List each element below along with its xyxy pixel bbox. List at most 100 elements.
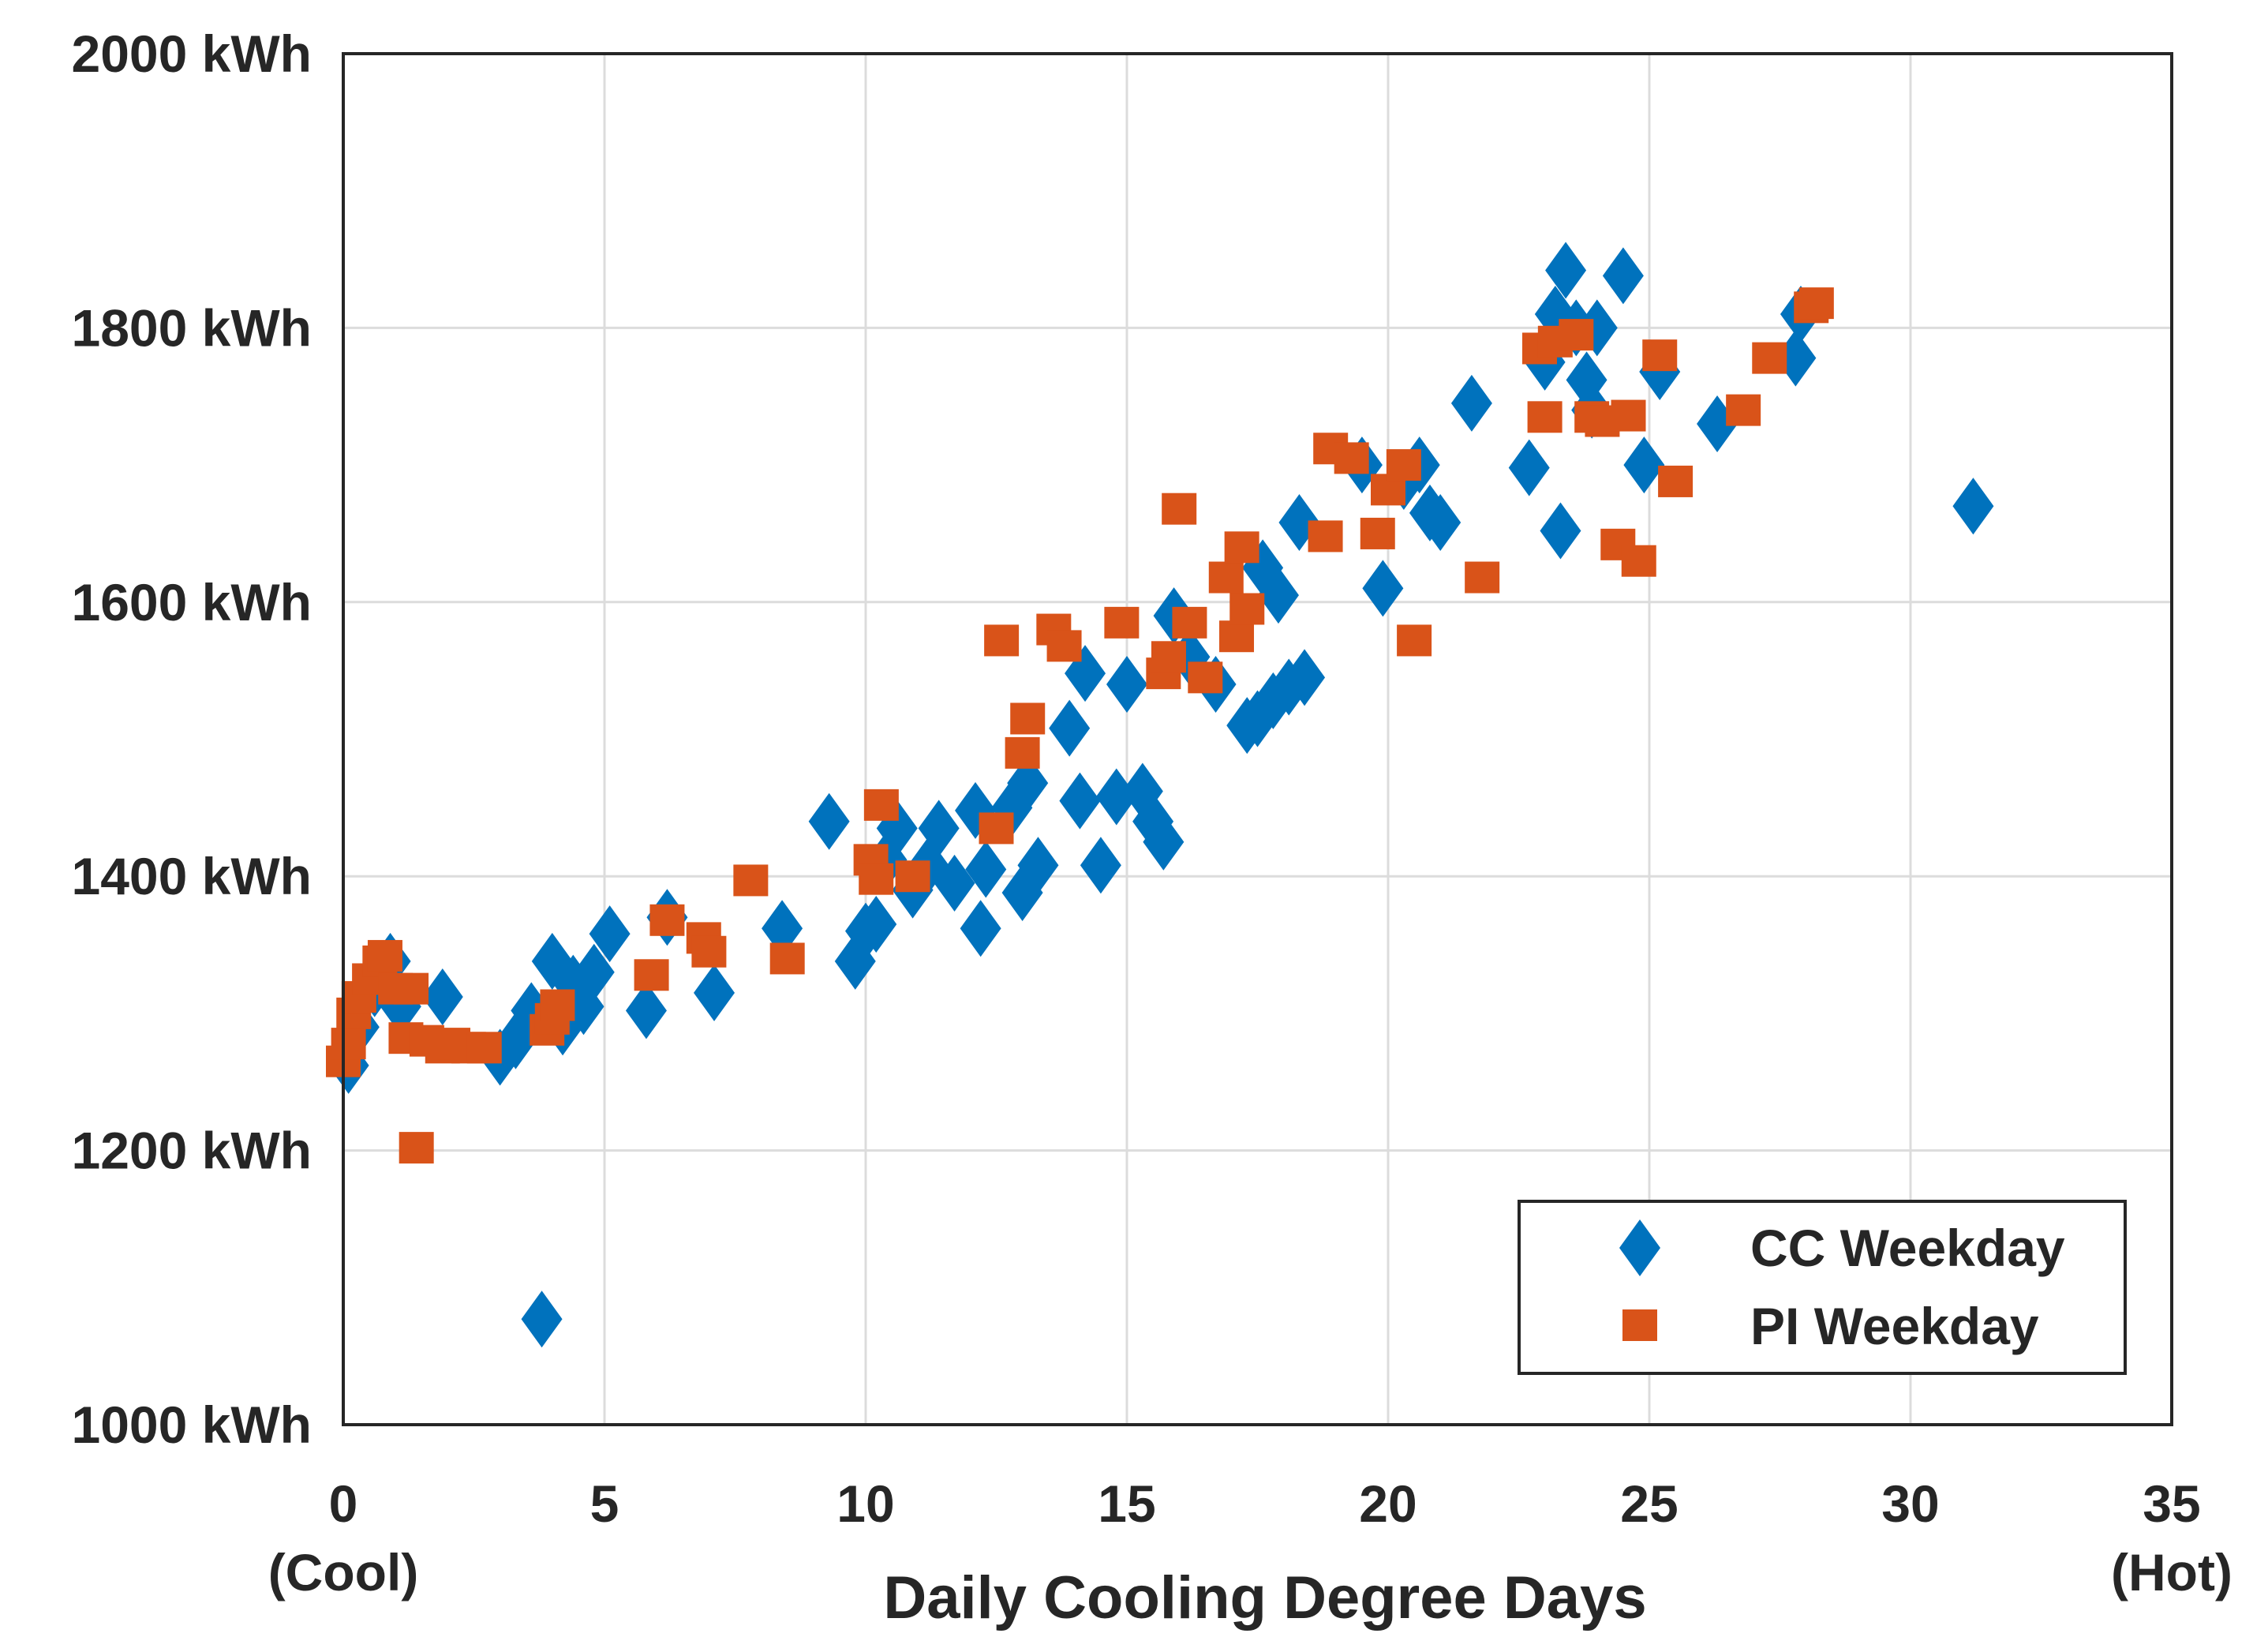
data-point-pi-weekday <box>1188 661 1223 694</box>
legend-item-pi-weekday: PI Weekday <box>1622 1297 2039 1355</box>
data-point-pi-weekday <box>984 624 1020 657</box>
data-point-cc-weekday <box>855 895 897 953</box>
data-point-pi-weekday <box>859 863 894 895</box>
data-point-cc-weekday <box>1508 439 1550 496</box>
data-point-cc-weekday <box>1602 247 1644 305</box>
x-tick-label: 0 <box>329 1474 358 1533</box>
x-tick-label: 35 <box>2143 1474 2200 1533</box>
legend-marker-diamond-icon <box>1619 1219 1660 1276</box>
x-tick-label: 25 <box>1620 1474 1678 1533</box>
data-point-cc-weekday <box>1362 560 1404 617</box>
data-point-pi-weekday <box>1752 342 1787 374</box>
data-point-pi-weekday <box>540 989 575 1021</box>
x-tick-label: 5 <box>590 1474 619 1533</box>
data-points <box>326 242 1994 1348</box>
data-point-pi-weekday <box>1005 736 1040 769</box>
series-cc-weekday <box>327 242 1994 1348</box>
data-point-cc-weekday <box>1080 837 1121 894</box>
data-point-cc-weekday <box>1049 699 1091 757</box>
x-tick-label: 30 <box>1881 1474 1939 1533</box>
x-tick-labels: 0 5 10 15 20 25 30 35 <box>329 1474 2201 1533</box>
legend-label-cc-weekday: CC Weekday <box>1750 1219 2065 1277</box>
x-tick-label: 20 <box>1359 1474 1417 1533</box>
data-point-cc-weekday <box>421 968 463 1026</box>
x-axis-title: Daily Cooling Degree Days <box>883 1564 1646 1631</box>
data-point-pi-weekday <box>691 935 727 968</box>
data-point-pi-weekday <box>1229 593 1265 625</box>
data-point-cc-weekday <box>1420 494 1461 552</box>
data-point-pi-weekday <box>769 942 805 975</box>
data-point-pi-weekday <box>1172 606 1207 639</box>
data-point-cc-weekday <box>1540 502 1581 560</box>
y-tick-label: 1600 kWh <box>72 573 312 631</box>
data-point-pi-weekday <box>863 789 899 821</box>
data-point-pi-weekday <box>394 972 429 1005</box>
y-tick-label: 1000 kWh <box>72 1395 312 1454</box>
legend-marker-square-icon <box>1622 1309 1657 1341</box>
data-point-cc-weekday <box>1623 436 1665 494</box>
series-pi-weekday <box>326 287 1834 1164</box>
data-point-cc-weekday <box>1017 837 1059 894</box>
data-point-pi-weekday <box>1465 561 1500 594</box>
y-tick-label: 2000 kWh <box>72 24 312 83</box>
data-point-pi-weekday <box>331 1028 366 1060</box>
data-point-cc-weekday <box>918 800 960 857</box>
data-point-cc-weekday <box>625 982 667 1040</box>
data-point-pi-weekday <box>733 864 769 897</box>
data-point-cc-weekday <box>694 964 735 1021</box>
data-point-pi-weekday <box>1798 287 1834 320</box>
data-point-pi-weekday <box>1219 620 1255 653</box>
data-point-pi-weekday <box>399 1132 434 1164</box>
data-point-pi-weekday <box>895 860 930 893</box>
data-point-pi-weekday <box>1386 449 1421 481</box>
data-point-cc-weekday <box>1143 813 1185 871</box>
y-tick-label: 1200 kWh <box>72 1122 312 1180</box>
legend-box <box>1518 1200 2127 1375</box>
legend: CC Weekday PI Weekday <box>1518 1200 2127 1375</box>
y-tick-label: 1800 kWh <box>72 298 312 357</box>
data-point-pi-weekday <box>634 959 669 991</box>
data-point-pi-weekday <box>1397 624 1432 657</box>
x-annotation-cool: (Cool) <box>268 1543 419 1601</box>
data-point-cc-weekday <box>960 900 1001 957</box>
data-point-cc-weekday <box>521 1291 563 1348</box>
data-point-pi-weekday <box>1642 339 1678 372</box>
data-point-pi-weekday <box>1151 641 1186 673</box>
legend-item-cc-weekday: CC Weekday <box>1619 1219 2065 1277</box>
data-point-pi-weekday <box>466 1032 502 1064</box>
data-point-pi-weekday <box>1162 493 1197 525</box>
data-point-cc-weekday <box>1095 768 1137 826</box>
data-point-cc-weekday <box>762 900 803 957</box>
data-point-pi-weekday <box>1527 401 1563 433</box>
data-point-cc-weekday <box>1284 649 1326 706</box>
data-point-pi-weekday <box>1104 606 1140 639</box>
data-point-cc-weekday <box>1450 374 1492 432</box>
plot-frame <box>342 52 2173 1426</box>
legend-label-pi-weekday: PI Weekday <box>1750 1297 2039 1355</box>
data-point-pi-weekday <box>1224 531 1259 564</box>
data-point-cc-weekday <box>1545 242 1587 299</box>
data-point-cc-weekday <box>1106 656 1147 714</box>
x-tick-label: 15 <box>1098 1474 1155 1533</box>
data-point-pi-weekday <box>1046 630 1082 662</box>
data-point-cc-weekday <box>573 943 615 1001</box>
data-point-pi-weekday <box>1208 561 1244 594</box>
data-point-pi-weekday <box>649 904 685 936</box>
data-point-cc-weekday <box>934 854 975 912</box>
data-point-pi-weekday <box>1334 442 1369 474</box>
data-point-cc-weekday <box>1952 478 1994 535</box>
data-point-pi-weekday <box>367 939 402 972</box>
data-point-pi-weekday <box>1611 399 1646 432</box>
data-point-pi-weekday <box>1559 319 1594 351</box>
data-point-pi-weekday <box>1010 702 1046 735</box>
data-point-cc-weekday <box>1007 755 1049 812</box>
x-tick-label: 10 <box>836 1474 894 1533</box>
data-point-pi-weekday <box>1308 520 1343 553</box>
data-point-pi-weekday <box>1726 394 1761 426</box>
data-point-cc-weekday <box>1257 567 1299 624</box>
data-point-pi-weekday <box>1360 517 1395 549</box>
data-point-cc-weekday <box>1059 772 1101 830</box>
data-point-pi-weekday <box>979 812 1014 845</box>
